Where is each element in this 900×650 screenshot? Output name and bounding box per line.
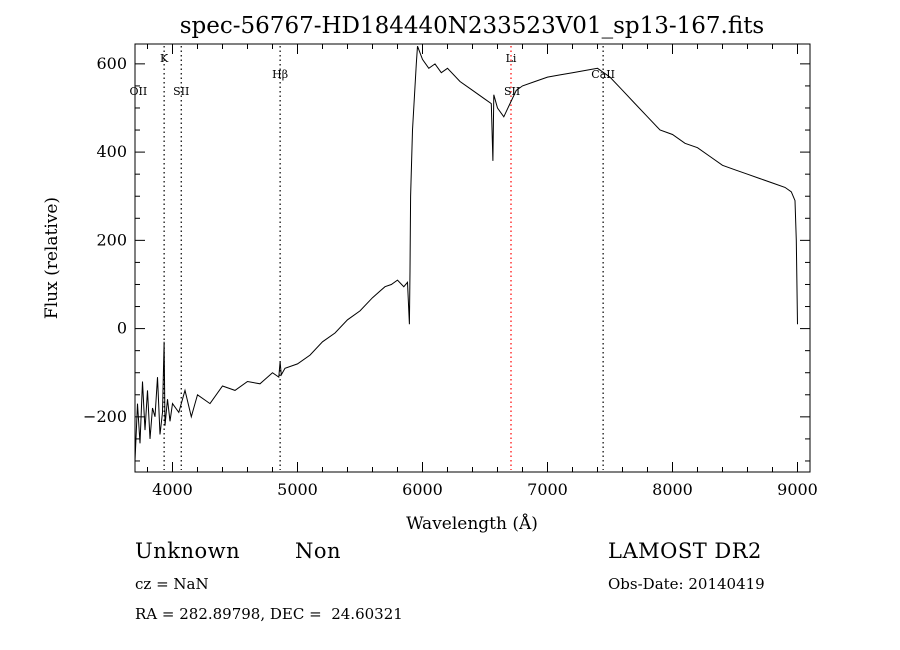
x-tick-label: 4000 xyxy=(152,480,193,499)
y-tick-label: −200 xyxy=(83,407,127,426)
chart-title: spec-56767-HD184440N233523V01_sp13-167.f… xyxy=(180,13,765,39)
class-label: Unknown xyxy=(135,539,241,563)
survey-label: LAMOST DR2 xyxy=(608,539,762,563)
x-tick-label: 8000 xyxy=(652,480,693,499)
y-tick-label: 0 xyxy=(117,319,127,338)
spectral-line-label: OII xyxy=(130,85,148,98)
coordinates-text: RA = 282.89798, DEC = 24.60321 xyxy=(135,605,403,623)
y-tick-label: 400 xyxy=(96,142,127,161)
spectral-line-label: SII xyxy=(504,85,520,98)
x-tick-label: 6000 xyxy=(402,480,443,499)
subclass-label: Non xyxy=(295,539,342,563)
spectral-line-label: K xyxy=(160,52,169,65)
y-tick-label: 600 xyxy=(96,54,127,73)
x-tick-label: 7000 xyxy=(527,480,568,499)
cz-text: cz = NaN xyxy=(135,575,209,593)
obs-date-text: Obs-Date: 20140419 xyxy=(608,575,765,593)
x-tick-label: 9000 xyxy=(777,480,818,499)
plot-frame xyxy=(134,43,811,473)
y-tick-label: 200 xyxy=(96,230,127,249)
x-tick-label: 5000 xyxy=(277,480,318,499)
y-axis-label: Flux (relative) xyxy=(42,197,62,319)
x-axis-label: Wavelength (Å) xyxy=(406,513,538,534)
spectral-line-label: SII xyxy=(173,85,189,98)
spectral-line-label: Li xyxy=(506,52,517,65)
spectral-line-label: Hβ xyxy=(272,68,288,81)
spectrum-line xyxy=(134,46,798,462)
plot-area: 4000 5000 6000 7000 8000 9000 −200 0 200 400 600OI… xyxy=(83,43,818,499)
spectral-line-label: CaII xyxy=(591,68,615,81)
